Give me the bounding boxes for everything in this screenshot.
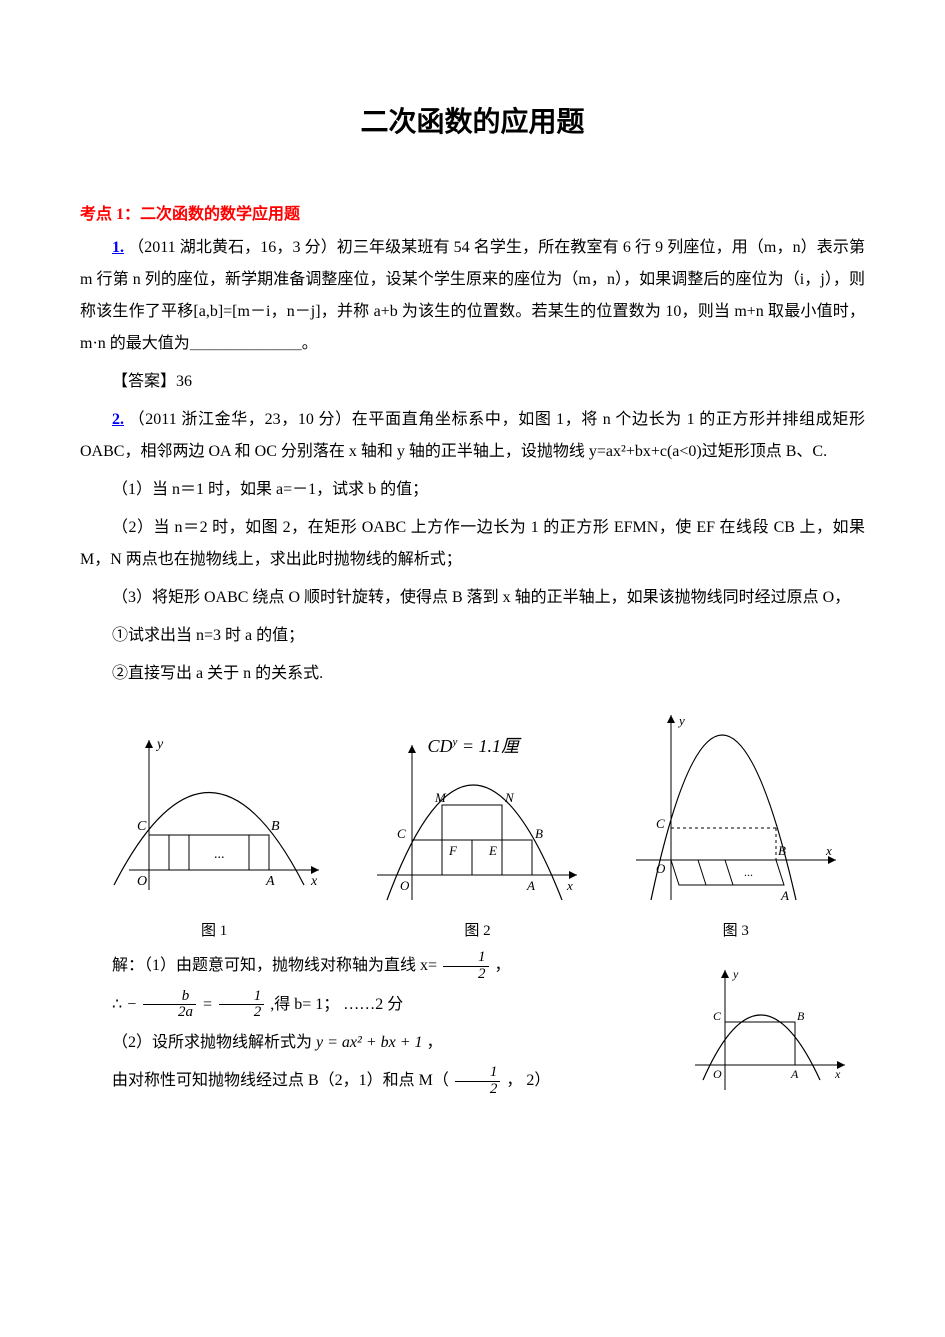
sf-A: A — [790, 1067, 799, 1081]
q2-part2: （2）当 n＝2 时，如图 2，在矩形 OABC 上方作一边长为 1 的正方形 … — [80, 512, 865, 576]
q1-body: （2011 湖北黄石，16，3 分）初三年级某班有 54 名学生，所在教室有 6… — [80, 239, 865, 352]
figure-1: ... O C B A x y 图 1 — [99, 730, 329, 940]
fig3-dots: ... — [744, 865, 753, 879]
frac-den3: 2 — [455, 1082, 501, 1098]
fig2-E: E — [488, 843, 497, 858]
frac-half-1: 1 2 — [443, 950, 489, 983]
sf-x: x — [834, 1067, 841, 1081]
question-2: 2. （2011 浙江金华，23，10 分）在平面直角坐标系中，如图 1，将 n… — [80, 404, 865, 468]
page-title: 二次函数的应用题 — [80, 100, 865, 140]
frac-b2a-num: b — [143, 989, 196, 1006]
q2-part1: （1）当 n＝1 时，如果 a=－1，试求 b 的值； — [80, 474, 865, 506]
sf-y: y — [732, 967, 739, 981]
q2-part3: （3）将矩形 OABC 绕点 O 顺时针旋转，使得点 B 落到 x 轴的正半轴上… — [80, 582, 865, 614]
figure-2-caption: 图 2 — [367, 919, 587, 940]
q2-part3a: ①试求出当 n=3 时 a 的值； — [80, 620, 865, 652]
solution-block: 解：（1）由题意可知，抛物线对称轴为直线 x= 1 2 ， ∴ − b 2a =… — [80, 950, 865, 1105]
frac-half-3: 1 2 — [455, 1065, 501, 1098]
sol-3: （2）设所求抛物线解析式为 — [112, 1034, 316, 1051]
fig1-B: B — [271, 819, 280, 834]
sol-3eq: y = ax² + bx + 1 — [316, 1034, 423, 1051]
sol-line2: ∴ − b 2a = 1 2 ,得 b= 1； ……2 分 — [80, 989, 655, 1022]
frac-den: 2 — [443, 967, 489, 983]
fig3-B: B — [778, 843, 786, 858]
sol-line4: 由对称性可知抛物线经过点 B（2，1）和点 M（ 1 2 ， 2） — [80, 1065, 655, 1098]
frac-num3: 1 — [455, 1065, 501, 1082]
sol-1b: ， — [495, 957, 511, 974]
section-heading: 考点 1：二次函数的数学应用题 — [80, 200, 865, 224]
fig2-overlay-text: = 1.1厘 — [462, 736, 519, 756]
fig2-N: N — [504, 790, 515, 805]
sol-1a: 解：（1）由题意可知，抛物线对称轴为直线 x= — [112, 957, 437, 974]
fig2-x: x — [566, 878, 573, 893]
fig2-overlay: CDy = 1.1厘 — [427, 732, 519, 758]
frac-num2: 1 — [219, 989, 265, 1006]
q2-number: 2. — [112, 411, 124, 428]
sol-neg: − — [126, 996, 137, 1013]
q1-answer: 【答案】36 — [80, 366, 865, 398]
fig2-CD: CD — [427, 736, 452, 756]
sol-2b: ,得 b= 1； ……2 分 — [270, 996, 403, 1013]
fig1-y: y — [155, 737, 164, 752]
fig2-sup-y: y — [453, 736, 458, 748]
solution-text: 解：（1）由题意可知，抛物线对称轴为直线 x= 1 2 ， ∴ − b 2a =… — [80, 950, 655, 1104]
figure-row: ... O C B A x y 图 1 CDy = 1.1厘 — [80, 710, 865, 940]
q2-intro: （2011 浙江金华，23，10 分）在平面直角坐标系中，如图 1，将 n 个边… — [80, 411, 865, 460]
fig3-C: C — [656, 816, 665, 831]
fig2-C: C — [397, 826, 406, 841]
frac-half-2: 1 2 — [219, 989, 265, 1022]
figure-3: ... O C B A x y 图 3 — [626, 710, 846, 940]
fig1-O: O — [137, 874, 147, 889]
sol-4a: 由对称性可知抛物线经过点 B（2，1）和点 M（ — [112, 1072, 449, 1089]
sol-3c: ， — [427, 1034, 443, 1051]
figure-1-caption: 图 1 — [99, 919, 329, 940]
page: 二次函数的应用题 考点 1：二次函数的数学应用题 1. （2011 湖北黄石，1… — [0, 0, 945, 1165]
figure-2: CDy = 1.1厘 O C B — [367, 730, 587, 940]
fig1-A: A — [265, 874, 275, 889]
fig3-x: x — [825, 843, 832, 858]
figure-3-svg: ... O C B A x y — [626, 710, 846, 910]
fig2-O: O — [400, 878, 410, 893]
fig1-x: x — [310, 874, 318, 889]
sol-line3: （2）设所求抛物线解析式为 y = ax² + bx + 1 ， — [80, 1027, 655, 1059]
fig2-M: M — [434, 790, 447, 805]
q2-part3b: ②直接写出 a 关于 n 的关系式. — [80, 658, 865, 690]
fig2-F: F — [448, 843, 458, 858]
question-1: 1. （2011 湖北黄石，16，3 分）初三年级某班有 54 名学生，所在教室… — [80, 232, 865, 360]
sol-2a: ∴ — [112, 996, 126, 1013]
fig1-C: C — [137, 819, 147, 834]
sol-line1: 解：（1）由题意可知，抛物线对称轴为直线 x= 1 2 ， — [80, 950, 655, 983]
sol-4b: ， 2） — [506, 1072, 550, 1089]
fig1-dots: ... — [214, 847, 225, 862]
sol-eq: = — [202, 996, 213, 1013]
frac-den2: 2 — [219, 1005, 265, 1021]
figure-3-caption: 图 3 — [626, 919, 846, 940]
side-figure-svg: O C B A x y — [685, 960, 855, 1100]
fig3-A: A — [780, 888, 789, 903]
q1-number: 1. — [112, 239, 124, 256]
fig3-y: y — [677, 713, 685, 728]
side-figure: O C B A x y — [685, 960, 865, 1105]
sf-C: C — [713, 1009, 722, 1023]
fig3-O: O — [656, 861, 666, 876]
sf-O: O — [713, 1067, 722, 1081]
figure-1-svg: ... O C B A x y — [99, 730, 329, 910]
fig2-A: A — [526, 878, 535, 893]
frac-b2a-den: 2a — [143, 1005, 196, 1021]
frac-num: 1 — [443, 950, 489, 967]
fig2-B: B — [535, 826, 543, 841]
sf-B: B — [797, 1009, 805, 1023]
frac-b2a: b 2a — [143, 989, 196, 1022]
